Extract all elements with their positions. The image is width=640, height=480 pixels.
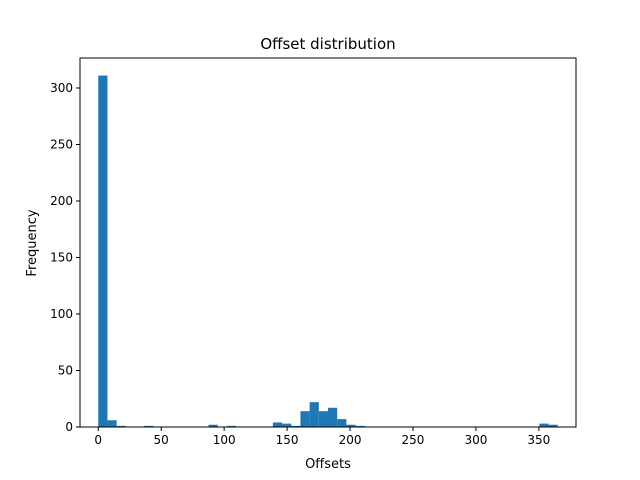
histogram-bar [346,424,356,427]
histogram-bar [328,407,338,427]
y-tick-label: 50 [58,364,73,378]
histogram-bar [144,425,154,427]
histogram-bar [355,425,365,427]
plot-frame [79,57,577,428]
y-tick-label: 150 [50,251,73,265]
y-tick-label: 200 [50,194,73,208]
x-tick-label: 50 [154,433,169,447]
histogram-bar [548,424,558,427]
histogram-bar [226,425,237,427]
histogram-bar [337,419,347,427]
chart-title: Offset distribution [260,35,395,53]
y-tick-label: 300 [50,81,73,95]
histogram-bar [107,420,117,427]
bars-group [98,75,558,428]
x-axis-ticks: 0 50 100 150 200 250 300 350 [94,427,550,447]
y-tick-label: 0 [65,420,73,434]
x-tick-label: 150 [276,433,299,447]
x-axis-label: Offsets [305,457,351,472]
y-axis-label: Frequency [25,209,40,276]
x-tick-label: 0 [94,433,102,447]
histogram-bar [208,424,218,427]
histogram-bar [272,422,283,427]
histogram-bar [539,423,549,427]
histogram-bar [318,411,328,427]
x-tick-label: 200 [339,433,362,447]
histogram-bar [309,402,319,427]
x-tick-label: 100 [213,433,236,447]
histogram-bar [98,75,108,428]
histogram-bar [116,425,126,427]
y-tick-label: 250 [50,138,73,152]
histogram-bar [282,423,292,427]
y-tick-label: 100 [50,307,73,321]
x-tick-label: 250 [402,433,425,447]
x-tick-label: 350 [527,433,550,447]
y-axis-ticks: 0 50 100 150 200 250 300 [50,81,80,434]
histogram-bar [300,411,310,427]
x-tick-label: 300 [464,433,487,447]
histogram-bar [291,425,301,427]
